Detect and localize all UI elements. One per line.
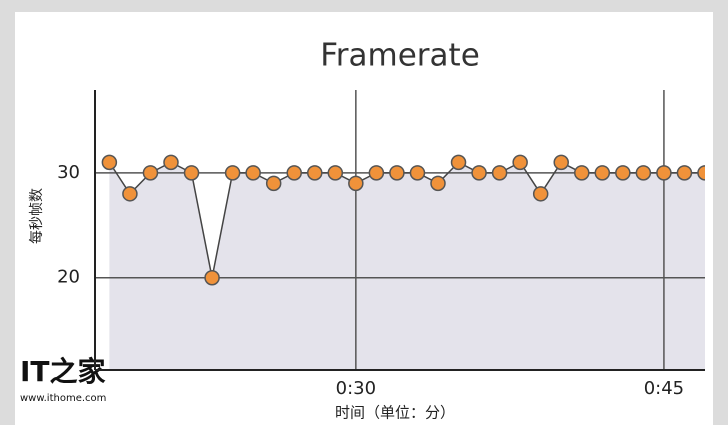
point <box>224 165 241 181</box>
point <box>348 175 364 192</box>
y-tick-label: 20 <box>57 267 80 288</box>
plot-area <box>95 90 705 370</box>
point <box>450 154 467 171</box>
point <box>553 154 569 171</box>
point <box>430 175 446 192</box>
point <box>656 165 672 181</box>
point <box>635 165 652 181</box>
point <box>265 175 282 192</box>
point <box>491 165 508 181</box>
point <box>204 269 220 286</box>
x-axis-label: 时间（单位：分） <box>335 404 455 422</box>
point <box>512 154 528 171</box>
y-axis-label: 每秒帧数 <box>29 188 45 244</box>
point <box>327 165 344 181</box>
point <box>245 165 261 181</box>
chart-title: Framerate <box>320 38 480 74</box>
point <box>532 186 549 202</box>
point <box>389 165 405 181</box>
point <box>615 165 631 181</box>
point <box>676 165 693 181</box>
point <box>101 154 118 171</box>
point <box>471 165 487 181</box>
point <box>368 165 385 181</box>
area <box>109 162 705 370</box>
watermark-url: www.ithome.com <box>20 393 106 404</box>
y-tick-label: 30 <box>57 162 80 183</box>
point <box>574 165 590 181</box>
point <box>183 165 200 181</box>
point <box>163 154 179 171</box>
point <box>697 165 705 181</box>
point <box>409 165 426 181</box>
x-tick-label: 0:45 <box>644 378 684 399</box>
point <box>122 186 138 202</box>
point <box>142 165 159 181</box>
point <box>286 165 302 181</box>
point <box>594 165 611 181</box>
axes: 20 30 0:30 0:45 <box>57 90 705 399</box>
watermark-logo: IT之家 <box>20 355 106 388</box>
x-tick-label: 0:30 <box>336 378 376 399</box>
point <box>307 165 323 181</box>
